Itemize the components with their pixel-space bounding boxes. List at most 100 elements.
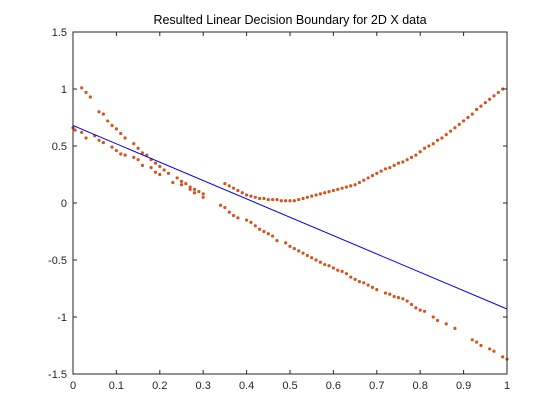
x-tick-label: 0 <box>70 380 76 392</box>
data-point <box>340 186 344 190</box>
data-point <box>475 107 479 112</box>
data-point <box>297 249 301 253</box>
data-point <box>453 326 457 330</box>
data-point <box>431 142 435 146</box>
data-point <box>344 185 349 189</box>
data-point <box>153 161 158 165</box>
data-point <box>101 112 105 116</box>
data-point <box>197 190 201 194</box>
data-point <box>279 199 283 203</box>
data-point <box>245 218 249 222</box>
data-point <box>140 163 145 167</box>
data-point <box>301 251 305 255</box>
data-point <box>166 171 171 175</box>
data-point <box>253 195 257 199</box>
data-point <box>331 266 335 270</box>
data-point <box>201 195 205 199</box>
x-tick-label: 0.8 <box>413 380 428 392</box>
x-tick-label: 0.5 <box>282 380 297 392</box>
data-point <box>171 180 175 185</box>
data-point <box>496 90 500 95</box>
data-point <box>470 338 474 342</box>
data-point <box>314 258 318 262</box>
data-point <box>97 138 101 142</box>
data-point <box>158 164 162 169</box>
data-point <box>188 185 192 189</box>
data-point <box>227 210 231 214</box>
data-point <box>435 318 440 323</box>
data-point <box>336 187 340 191</box>
data-point <box>431 315 435 319</box>
data-point <box>114 148 118 153</box>
data-point <box>340 269 344 273</box>
data-point <box>292 199 296 203</box>
y-tick-label: -0.5 <box>48 255 67 267</box>
x-tick-label: 0.9 <box>456 380 471 392</box>
x-tick-label: 1 <box>504 380 510 392</box>
data-point <box>249 194 253 198</box>
data-point <box>418 150 422 154</box>
data-point <box>475 340 479 344</box>
data-point <box>192 191 197 195</box>
data-point <box>123 153 127 157</box>
data-point <box>140 151 145 155</box>
data-point <box>110 123 114 128</box>
data-point <box>392 163 396 167</box>
data-point <box>288 199 292 203</box>
data-point <box>292 247 296 251</box>
data-point <box>305 195 309 199</box>
data-point <box>136 158 140 162</box>
data-point <box>392 294 396 299</box>
data-point <box>488 97 492 101</box>
data-point <box>375 171 379 175</box>
data-point <box>362 281 366 285</box>
data-point <box>132 142 136 146</box>
data-point <box>488 347 492 351</box>
data-point <box>357 180 362 185</box>
data-point <box>110 145 114 149</box>
data-point <box>344 272 349 276</box>
axes: 0 0.1 0.2 0.3 0.4 0.5 0.6 0.7 0.8 0.9 1 -1.5 -1 -0.5 0… <box>48 27 510 392</box>
data-point <box>427 144 431 148</box>
data-point <box>440 136 444 140</box>
data-point <box>366 176 370 180</box>
data-point <box>483 101 487 105</box>
data-point <box>366 283 370 287</box>
data-point <box>179 183 184 187</box>
data-point <box>353 183 357 187</box>
data-point <box>388 292 392 296</box>
data-points <box>71 86 509 361</box>
data-point <box>136 146 140 150</box>
data-point <box>218 203 223 207</box>
data-point <box>266 197 270 202</box>
data-point <box>401 297 405 301</box>
data-point <box>327 190 331 194</box>
data-point <box>310 194 314 198</box>
data-point <box>84 90 88 95</box>
data-point <box>175 176 179 180</box>
x-tick-label: 0.2 <box>152 380 167 392</box>
data-point <box>375 288 379 292</box>
data-point <box>362 178 366 182</box>
x-tick-label: 0.3 <box>196 380 211 392</box>
data-point <box>80 86 84 90</box>
data-point <box>305 253 309 258</box>
data-point <box>258 227 262 231</box>
data-point <box>249 220 253 224</box>
data-point <box>236 216 240 220</box>
x-tick-label: 0.6 <box>326 380 341 392</box>
data-point <box>453 126 457 130</box>
data-point <box>184 182 188 186</box>
data-point <box>223 205 227 210</box>
data-point <box>492 94 496 98</box>
data-point <box>80 130 84 134</box>
y-tick-label: 0.5 <box>52 141 67 153</box>
data-point <box>370 285 375 289</box>
data-point <box>97 110 101 114</box>
data-point <box>379 169 383 173</box>
data-point <box>106 119 110 123</box>
x-tick-label: 0.7 <box>369 380 384 392</box>
data-point <box>262 196 266 201</box>
chart-title: Resulted Linear Decision Boundary for 2D… <box>153 13 426 27</box>
data-point <box>323 191 327 195</box>
